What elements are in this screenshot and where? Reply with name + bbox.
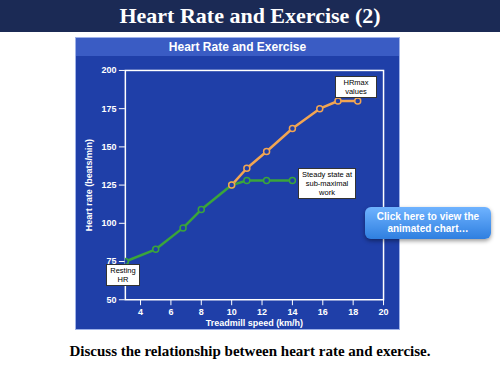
svg-text:Treadmill speed (km/h): Treadmill speed (km/h) [206, 318, 303, 328]
svg-text:14: 14 [287, 307, 297, 317]
html-text:Click here to view the animate: Click here to view the animated chart… [376, 211, 480, 234]
svg-text:12: 12 [257, 307, 267, 317]
html-text:Heart Rate and Exercise: Heart Rate and Exercise [168, 40, 307, 54]
svg-text:200: 200 [101, 65, 116, 75]
html-text:Resting HR: Resting HR [110, 266, 136, 284]
svg-text:125: 125 [101, 180, 116, 190]
svg-text:8: 8 [199, 307, 204, 317]
svg-text:150: 150 [101, 142, 116, 152]
html-text:Steady state at sub-maximal wo: Steady state at sub-maximal work [302, 170, 352, 197]
html-text:Discuss the relationship betwe: Discuss the relationship between heart r… [69, 343, 431, 359]
svg-text:175: 175 [101, 104, 116, 114]
svg-text:18: 18 [348, 307, 358, 317]
svg-text:100: 100 [101, 218, 116, 228]
svg-text:10: 10 [227, 307, 237, 317]
svg-text:20: 20 [379, 307, 389, 317]
html-text:Heart Rate and Exercise (2): Heart Rate and Exercise (2) [119, 3, 381, 28]
svg-text:16: 16 [318, 307, 328, 317]
svg-text:75: 75 [106, 256, 117, 267]
svg-text:4: 4 [138, 307, 143, 317]
html-text:HRmax values: HRmax values [343, 78, 369, 96]
svg-text:Heart rate (beats/min): Heart rate (beats/min) [84, 139, 94, 231]
svg-text:50: 50 [106, 295, 116, 305]
svg-text:6: 6 [168, 307, 173, 317]
